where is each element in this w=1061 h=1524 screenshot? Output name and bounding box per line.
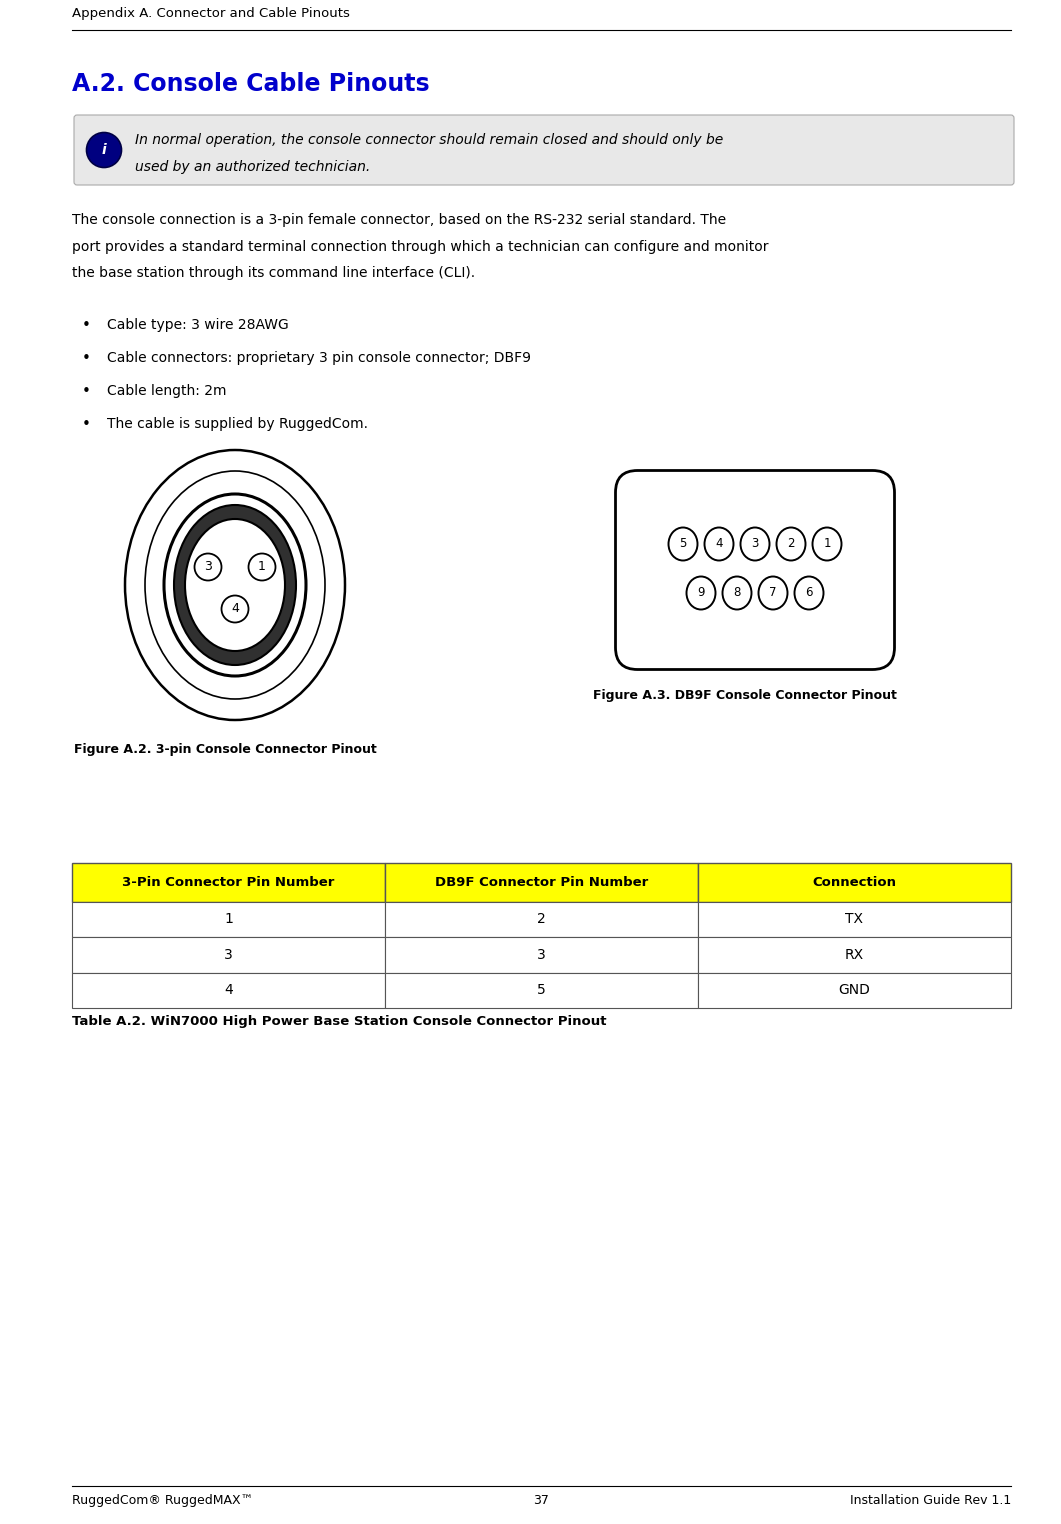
FancyBboxPatch shape bbox=[615, 471, 894, 669]
Bar bbox=[72, 972, 385, 1007]
Ellipse shape bbox=[723, 576, 751, 610]
Text: TX: TX bbox=[846, 913, 864, 927]
Text: Connection: Connection bbox=[813, 876, 897, 888]
Text: GND: GND bbox=[838, 983, 870, 997]
Ellipse shape bbox=[174, 504, 296, 664]
Bar bbox=[72, 863, 385, 902]
Text: 5: 5 bbox=[537, 983, 545, 997]
Text: A.2. Console Cable Pinouts: A.2. Console Cable Pinouts bbox=[72, 72, 430, 96]
Text: The cable is supplied by RuggedCom.: The cable is supplied by RuggedCom. bbox=[107, 418, 368, 431]
FancyBboxPatch shape bbox=[74, 114, 1014, 184]
Text: used by an authorized technician.: used by an authorized technician. bbox=[135, 160, 370, 174]
Bar bbox=[72, 937, 385, 972]
Bar bbox=[72, 902, 385, 937]
Text: 3: 3 bbox=[537, 948, 545, 962]
Bar bbox=[698, 902, 1011, 937]
Ellipse shape bbox=[185, 520, 285, 651]
Text: 9: 9 bbox=[697, 587, 705, 599]
Text: 7: 7 bbox=[769, 587, 777, 599]
Bar bbox=[385, 902, 698, 937]
Text: 3-Pin Connector Pin Number: 3-Pin Connector Pin Number bbox=[122, 876, 334, 888]
Text: 37: 37 bbox=[534, 1494, 550, 1507]
Ellipse shape bbox=[164, 494, 306, 677]
Text: The console connection is a 3-pin female connector, based on the RS-232 serial s: The console connection is a 3-pin female… bbox=[72, 213, 726, 227]
Bar bbox=[385, 937, 698, 972]
Bar bbox=[698, 937, 1011, 972]
Ellipse shape bbox=[795, 576, 823, 610]
Circle shape bbox=[248, 553, 276, 581]
Text: Cable connectors: proprietary 3 pin console connector; DBF9: Cable connectors: proprietary 3 pin cons… bbox=[107, 351, 530, 366]
Bar bbox=[385, 972, 698, 1007]
Text: DB9F Connector Pin Number: DB9F Connector Pin Number bbox=[435, 876, 648, 888]
Text: In normal operation, the console connector should remain closed and should only : In normal operation, the console connect… bbox=[135, 133, 724, 146]
Circle shape bbox=[222, 596, 248, 622]
Text: Appendix A. Connector and Cable Pinouts: Appendix A. Connector and Cable Pinouts bbox=[72, 8, 350, 20]
Ellipse shape bbox=[125, 450, 345, 719]
Circle shape bbox=[87, 133, 122, 168]
Text: Figure A.2. 3-pin Console Connector Pinout: Figure A.2. 3-pin Console Connector Pino… bbox=[73, 744, 377, 756]
Ellipse shape bbox=[668, 527, 697, 561]
Ellipse shape bbox=[686, 576, 715, 610]
Text: 5: 5 bbox=[679, 538, 686, 550]
Text: •: • bbox=[82, 351, 91, 366]
Ellipse shape bbox=[705, 527, 733, 561]
Bar bbox=[385, 863, 698, 902]
Text: the base station through its command line interface (CLI).: the base station through its command lin… bbox=[72, 267, 475, 280]
Text: •: • bbox=[82, 418, 91, 431]
Text: Table A.2. WiN7000 High Power Base Station Console Connector Pinout: Table A.2. WiN7000 High Power Base Stati… bbox=[72, 1015, 607, 1029]
Text: 1: 1 bbox=[258, 561, 266, 573]
Text: 3: 3 bbox=[751, 538, 759, 550]
Ellipse shape bbox=[777, 527, 805, 561]
Text: 4: 4 bbox=[231, 602, 239, 616]
Bar bbox=[698, 863, 1011, 902]
Bar bbox=[698, 972, 1011, 1007]
Ellipse shape bbox=[145, 471, 325, 700]
Text: Cable length: 2m: Cable length: 2m bbox=[107, 384, 226, 398]
Text: 2: 2 bbox=[537, 913, 545, 927]
Text: port provides a standard terminal connection through which a technician can conf: port provides a standard terminal connec… bbox=[72, 239, 768, 253]
Circle shape bbox=[194, 553, 222, 581]
Text: •: • bbox=[82, 319, 91, 334]
Text: Installation Guide Rev 1.1: Installation Guide Rev 1.1 bbox=[850, 1494, 1011, 1507]
Text: Cable type: 3 wire 28AWG: Cable type: 3 wire 28AWG bbox=[107, 319, 289, 332]
Text: 8: 8 bbox=[733, 587, 741, 599]
Text: Figure A.3. DB9F Console Connector Pinout: Figure A.3. DB9F Console Connector Pinou… bbox=[593, 689, 897, 703]
Text: 3: 3 bbox=[224, 948, 232, 962]
Text: 4: 4 bbox=[715, 538, 723, 550]
Text: 1: 1 bbox=[224, 913, 233, 927]
Text: 1: 1 bbox=[823, 538, 831, 550]
Ellipse shape bbox=[813, 527, 841, 561]
Text: 3: 3 bbox=[204, 561, 212, 573]
Text: RuggedCom® RuggedMAX™: RuggedCom® RuggedMAX™ bbox=[72, 1494, 254, 1507]
Text: i: i bbox=[102, 143, 106, 157]
Text: RX: RX bbox=[845, 948, 864, 962]
Text: 6: 6 bbox=[805, 587, 813, 599]
Text: •: • bbox=[82, 384, 91, 399]
Text: 2: 2 bbox=[787, 538, 795, 550]
Text: 4: 4 bbox=[224, 983, 232, 997]
Ellipse shape bbox=[741, 527, 769, 561]
Ellipse shape bbox=[759, 576, 787, 610]
